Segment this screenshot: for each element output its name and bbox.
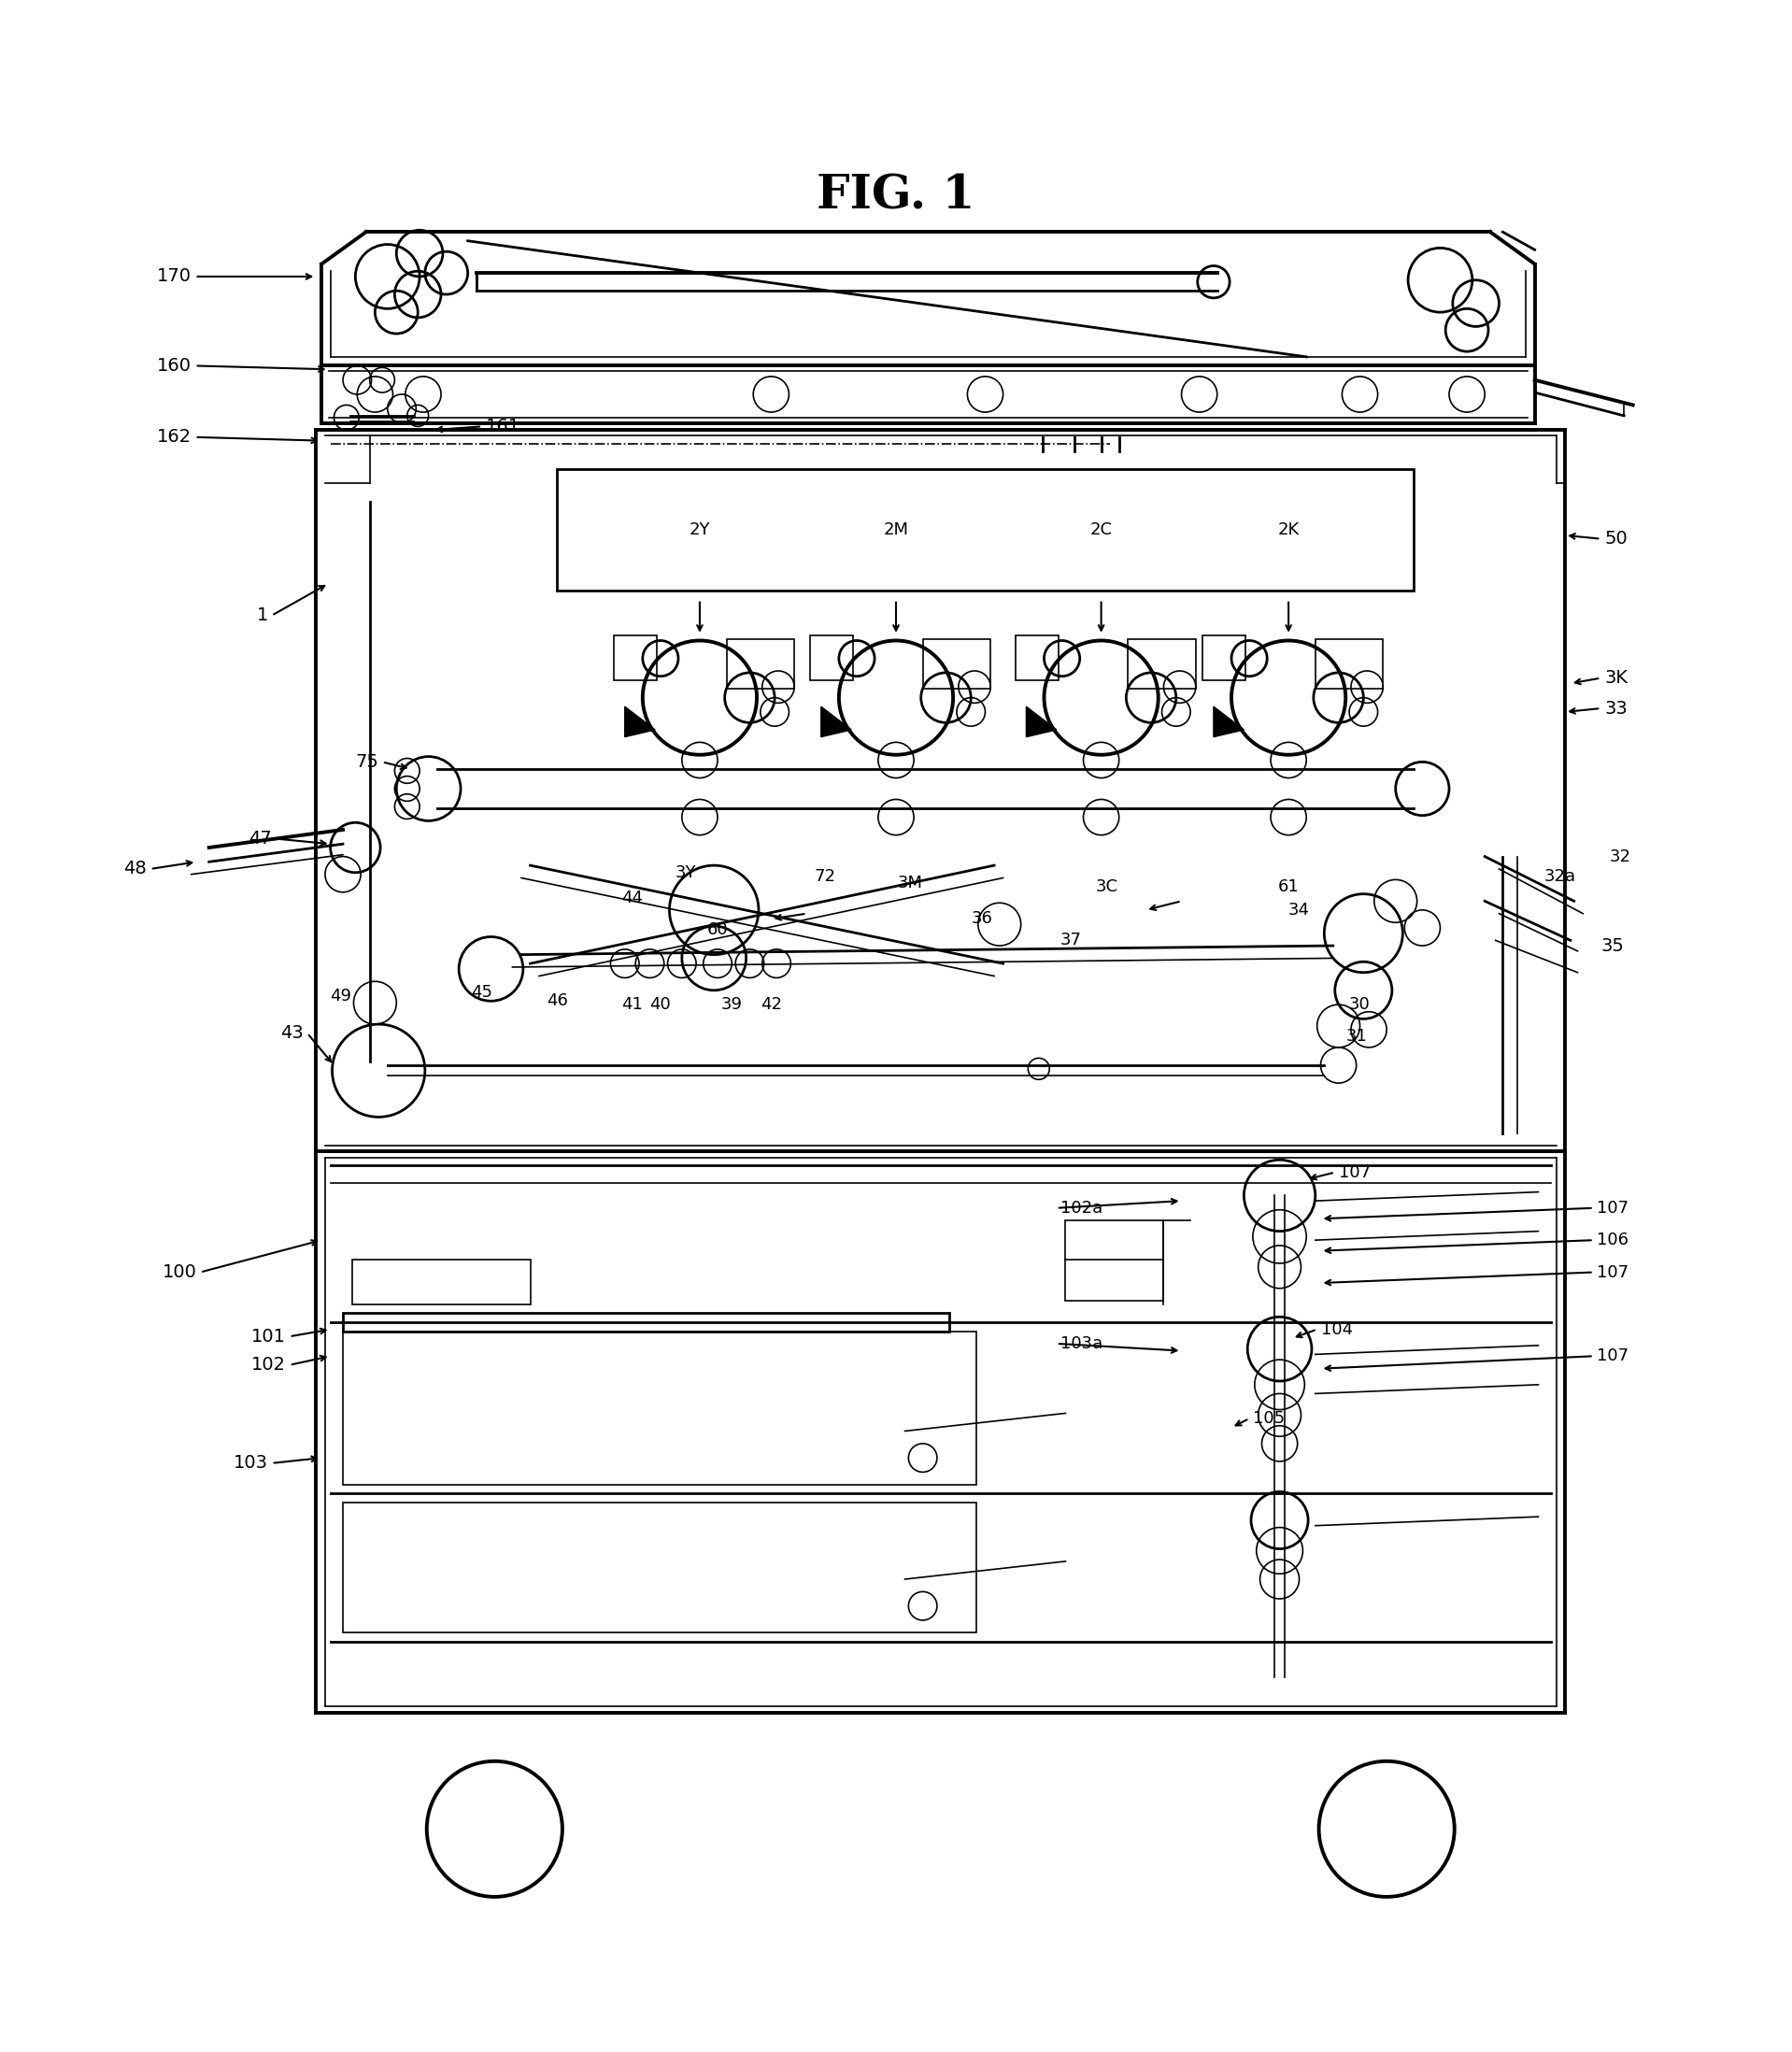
Text: 42: 42 [760, 995, 781, 1014]
Text: 40: 40 [650, 995, 672, 1014]
Text: 107: 107 [1597, 1264, 1629, 1280]
Bar [557, 470, 1414, 591]
Bar [1016, 636, 1059, 679]
Text: 41: 41 [622, 995, 643, 1014]
Text: 2M: 2M [883, 521, 909, 538]
Text: 162: 162 [156, 429, 192, 445]
Bar [1127, 638, 1195, 689]
Text: 105: 105 [1253, 1410, 1285, 1426]
Text: 46: 46 [547, 993, 568, 1010]
Text: 49: 49 [330, 987, 351, 1003]
Text: 61: 61 [1278, 878, 1299, 895]
Bar [1066, 1221, 1163, 1301]
Text: 160: 160 [156, 357, 192, 376]
Text: 2Y: 2Y [690, 521, 710, 538]
Text: 33: 33 [1604, 700, 1627, 718]
Text: 34: 34 [1288, 901, 1310, 919]
Polygon shape [1027, 706, 1057, 737]
Text: 107: 107 [1339, 1163, 1371, 1180]
Text: 3C: 3C [1095, 878, 1118, 895]
Text: 44: 44 [622, 889, 643, 905]
Text: 39: 39 [720, 995, 742, 1014]
Text: 37: 37 [1061, 932, 1082, 948]
Text: 101: 101 [251, 1328, 285, 1346]
Text: 3M: 3M [898, 874, 923, 893]
Bar [615, 636, 658, 679]
Bar [810, 636, 853, 679]
Text: 3K: 3K [1604, 669, 1627, 687]
Text: 60: 60 [708, 921, 728, 938]
Text: 161: 161 [486, 417, 520, 435]
Bar [923, 638, 991, 689]
Bar [342, 1502, 977, 1633]
Text: 107: 107 [1597, 1348, 1629, 1365]
Text: 72: 72 [814, 868, 835, 884]
Polygon shape [625, 706, 656, 737]
Bar [342, 1332, 977, 1484]
Polygon shape [821, 706, 851, 737]
Text: 30: 30 [1349, 995, 1371, 1014]
Text: 48: 48 [124, 860, 147, 878]
Text: 35: 35 [1600, 938, 1624, 954]
Text: 106: 106 [1597, 1231, 1629, 1248]
Text: 103a: 103a [1061, 1336, 1102, 1352]
Text: 31: 31 [1346, 1028, 1367, 1044]
Bar [726, 638, 794, 689]
Bar [342, 1313, 950, 1332]
Bar [1315, 638, 1383, 689]
Text: 47: 47 [249, 829, 272, 847]
Polygon shape [1213, 706, 1244, 737]
Text: 36: 36 [971, 911, 993, 928]
Text: 100: 100 [161, 1264, 197, 1280]
Text: 102a: 102a [1061, 1200, 1102, 1217]
Text: 32a: 32a [1543, 868, 1575, 884]
Bar [351, 1260, 530, 1305]
Bar [1202, 636, 1245, 679]
Text: 103: 103 [233, 1455, 269, 1471]
Text: 2K: 2K [1278, 521, 1299, 538]
Text: 2C: 2C [1090, 521, 1113, 538]
Text: 43: 43 [281, 1024, 303, 1042]
Text: 107: 107 [1597, 1200, 1629, 1217]
Text: 50: 50 [1604, 529, 1627, 548]
Text: 102: 102 [251, 1356, 285, 1375]
Text: 32: 32 [1609, 847, 1631, 864]
Text: 45: 45 [471, 983, 493, 1001]
Text: 1: 1 [256, 607, 269, 624]
Text: FIG. 1: FIG. 1 [817, 172, 975, 220]
Text: 75: 75 [355, 753, 378, 772]
Text: 170: 170 [156, 267, 192, 285]
Text: 3Y: 3Y [676, 864, 695, 880]
Text: 104: 104 [1321, 1321, 1353, 1338]
